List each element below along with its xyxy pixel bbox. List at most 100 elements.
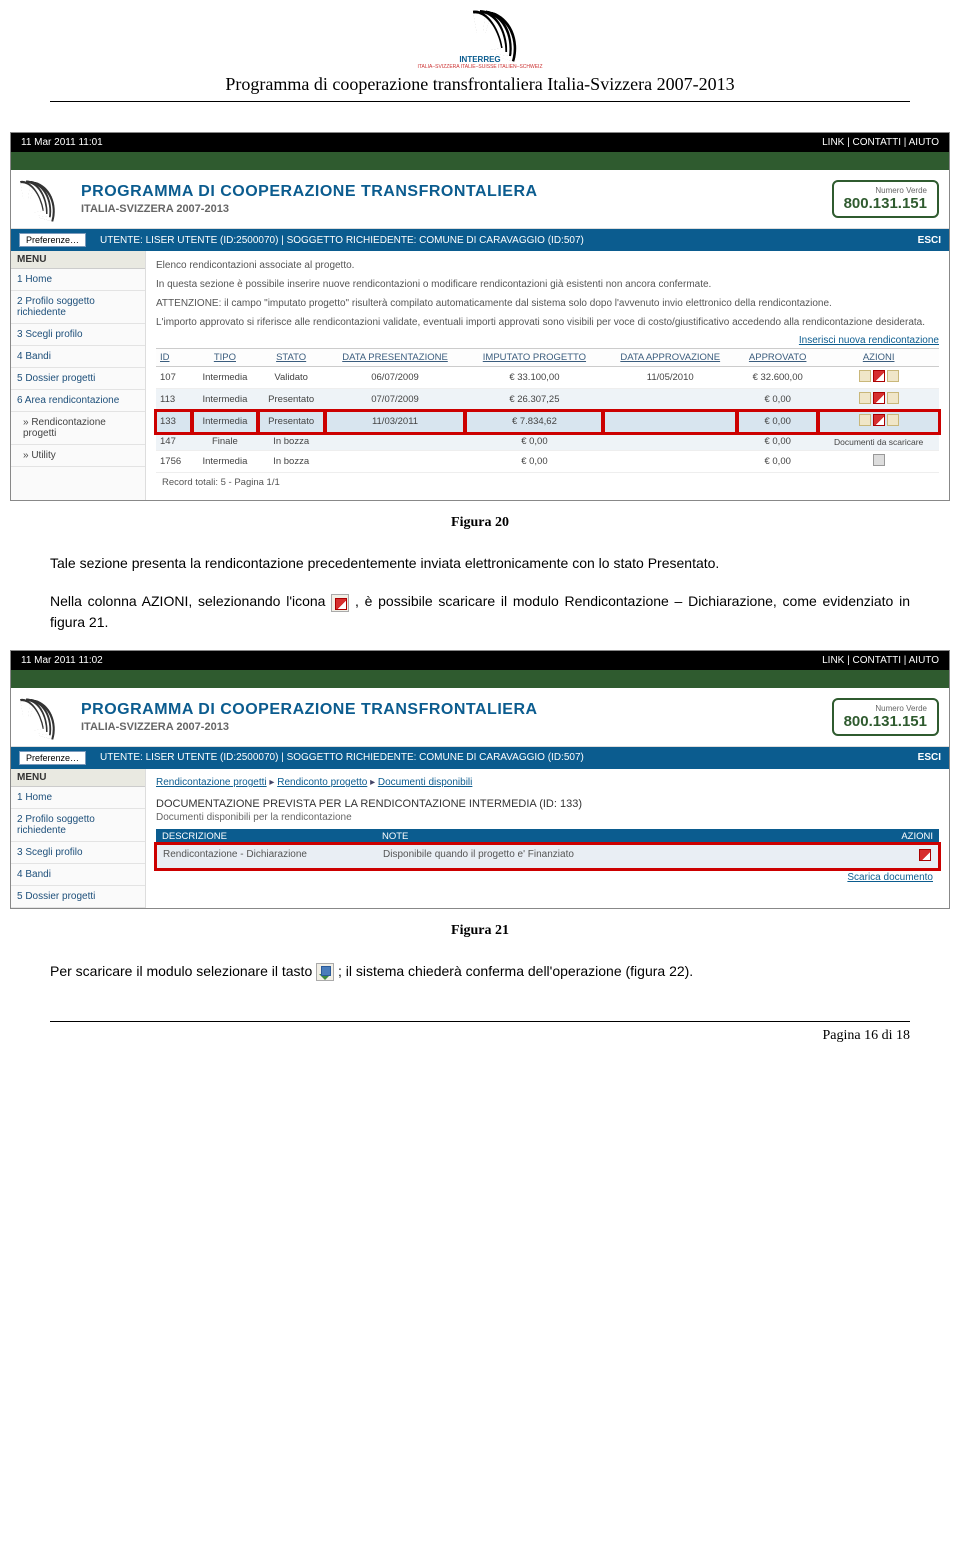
table-cell — [325, 451, 466, 473]
table-header[interactable]: STATO — [258, 349, 325, 367]
action-icon[interactable] — [887, 370, 899, 382]
sidebar-item[interactable]: 3 Scegli profilo — [11, 842, 145, 864]
table-cell: Presentato — [258, 411, 325, 433]
phone-label: Numero Verde — [844, 704, 927, 713]
table-cell — [603, 433, 737, 451]
table-cell: € 0,00 — [737, 433, 818, 451]
doc-action-icon[interactable] — [872, 849, 932, 864]
window-topbar: 11 Mar 2011 11:01 LINK | CONTATTI | AIUT… — [11, 133, 949, 152]
table-cell: In bozza — [258, 451, 325, 473]
content-area: Elenco rendicontazioni associate al prog… — [146, 251, 949, 500]
sidebar-item[interactable]: 4 Bandi — [11, 346, 145, 368]
table-header[interactable]: TIPO — [192, 349, 258, 367]
breadcrumb-item[interactable]: Rendicontazione progetti — [156, 777, 267, 788]
green-strip — [11, 670, 949, 688]
table-header[interactable]: IMPUTATO PROGETTO — [465, 349, 603, 367]
table-cell — [603, 451, 737, 473]
menu-header: MENU — [11, 251, 145, 269]
pdf-icon[interactable] — [873, 392, 885, 404]
user-line: UTENTE: LISER UTENTE (ID:2500070) | SOGG… — [100, 235, 584, 246]
table-cell: In bozza — [258, 433, 325, 451]
table-row[interactable]: 107IntermediaValidato06/07/2009€ 33.100,… — [156, 367, 939, 389]
table-header[interactable]: ID — [156, 349, 192, 367]
table-header[interactable]: APPROVATO — [737, 349, 818, 367]
table-header[interactable]: AZIONI — [818, 349, 939, 367]
sidebar-item[interactable]: 2 Profilo soggetto richiedente — [11, 809, 145, 842]
phone-number: 800.131.151 — [844, 195, 927, 212]
sidebar-item[interactable]: 3 Scegli profilo — [11, 324, 145, 346]
table-row[interactable]: 133IntermediaPresentato11/03/2011€ 7.834… — [156, 411, 939, 433]
actions-cell[interactable]: Documenti da scaricare — [818, 433, 939, 451]
sidebar-item[interactable]: 5 Dossier progetti — [11, 886, 145, 908]
table-header[interactable]: DATA APPROVAZIONE — [603, 349, 737, 367]
page-footer: Pagina 16 di 18 — [50, 1021, 910, 1044]
preferences-select[interactable]: Preferenze… — [19, 751, 86, 765]
table-row[interactable]: 113IntermediaPresentato07/07/2009€ 26.30… — [156, 389, 939, 411]
window-topbar: 11 Mar 2011 11:02 LINK | CONTATTI | AIUT… — [11, 651, 949, 670]
table-row[interactable]: 147FinaleIn bozza€ 0,00€ 0,00Documenti d… — [156, 433, 939, 451]
preferences-select[interactable]: Preferenze… — [19, 233, 86, 247]
menu-header: MENU — [11, 769, 145, 787]
table-cell: 07/07/2009 — [325, 389, 466, 411]
table-cell: Intermedia — [192, 411, 258, 433]
pdf-icon[interactable] — [873, 414, 885, 426]
screenshot-figure-21: 11 Mar 2011 11:02 LINK | CONTATTI | AIUT… — [10, 650, 950, 909]
breadcrumb[interactable]: Rendicontazione progetti ▸ Rendiconto pr… — [156, 777, 939, 794]
info-note: ATTENZIONE: il campo "imputato progetto"… — [156, 297, 939, 310]
paragraph-2: Nella colonna AZIONI, selezionando l'ico… — [50, 591, 910, 632]
figure-20-caption: Figura 20 — [0, 515, 960, 531]
doc-table-header: DESCRIZIONE NOTE AZIONI — [156, 829, 939, 844]
actions-cell[interactable] — [818, 389, 939, 411]
pdf-icon — [331, 594, 349, 612]
sidebar-item[interactable]: 4 Bandi — [11, 864, 145, 886]
sidebar-item[interactable]: 1 Home — [11, 787, 145, 809]
topbar-links[interactable]: LINK | CONTATTI | AIUTO — [822, 137, 939, 148]
logo-text: INTERREG ITALIA–SVIZZERA ITALIE–SUISSE I… — [417, 55, 542, 70]
trash-icon[interactable] — [873, 454, 885, 466]
banner-title: PROGRAMMA DI COOPERAZIONE TRANSFRONTALIE… — [81, 183, 832, 215]
sidebar-item[interactable]: 5 Dossier progetti — [11, 368, 145, 390]
actions-cell[interactable] — [818, 411, 939, 433]
breadcrumb-item[interactable]: Documenti disponibili — [378, 777, 473, 788]
sidebar-item[interactable]: » Rendicontazione progetti — [11, 412, 145, 445]
actions-cell[interactable] — [818, 367, 939, 389]
figure-21-caption: Figura 21 — [0, 923, 960, 939]
table-row[interactable]: 1756IntermediaIn bozza€ 0,00€ 0,00 — [156, 451, 939, 473]
actions-cell[interactable] — [818, 451, 939, 473]
table-cell: 147 — [156, 433, 192, 451]
info-note: L'importo approvato si riferisce alle re… — [156, 316, 939, 329]
table-cell: Intermedia — [192, 367, 258, 389]
sidebar-item[interactable]: 6 Area rendicontazione — [11, 390, 145, 412]
action-icon[interactable] — [859, 392, 871, 404]
doc-note: Disponibile quando il progetto e' Finanz… — [383, 849, 872, 864]
doc-section-sub: Documenti disponibili per la rendicontaz… — [156, 812, 939, 823]
insert-new-link[interactable]: Inserisci nuova rendicontazione — [156, 335, 939, 346]
table-header[interactable]: DATA PRESENTAZIONE — [325, 349, 466, 367]
action-icon[interactable] — [859, 414, 871, 426]
doc-row-highlighted[interactable]: Rendicontazione - Dichiarazione Disponib… — [156, 844, 939, 869]
banner: PROGRAMMA DI COOPERAZIONE TRANSFRONTALIE… — [11, 170, 949, 229]
action-icon[interactable] — [859, 370, 871, 382]
banner-title: PROGRAMMA DI COOPERAZIONE TRANSFRONTALIE… — [81, 701, 832, 733]
interreg-logo: INTERREG ITALIA–SVIZZERA ITALIE–SUISSE I… — [417, 10, 542, 70]
action-icon[interactable] — [887, 414, 899, 426]
download-icon[interactable] — [919, 849, 931, 861]
pdf-icon[interactable] — [873, 370, 885, 382]
banner-line1: PROGRAMMA DI COOPERAZIONE TRANSFRONTALIE… — [81, 701, 832, 719]
record-count: Record totali: 5 - Pagina 1/1 — [156, 473, 939, 492]
topbar-links[interactable]: LINK | CONTATTI | AIUTO — [822, 655, 939, 666]
table-cell: € 0,00 — [737, 411, 818, 433]
sidebar-item[interactable]: » Utility — [11, 445, 145, 467]
table-cell — [603, 389, 737, 411]
banner-line2: ITALIA-SVIZZERA 2007-2013 — [81, 721, 832, 733]
sidebar-menu: MENU 1 Home2 Profilo soggetto richiedent… — [11, 769, 146, 908]
action-icon[interactable] — [887, 392, 899, 404]
logout-link[interactable]: ESCI — [918, 752, 941, 763]
breadcrumb-item[interactable]: Rendiconto progetto — [277, 777, 367, 788]
sidebar-item[interactable]: 2 Profilo soggetto richiedente — [11, 291, 145, 324]
sidebar-item[interactable]: 1 Home — [11, 269, 145, 291]
table-cell: € 26.307,25 — [465, 389, 603, 411]
scarica-documento-link[interactable]: Scarica documento — [156, 869, 939, 886]
table-cell: Presentato — [258, 389, 325, 411]
logout-link[interactable]: ESCI — [918, 235, 941, 246]
